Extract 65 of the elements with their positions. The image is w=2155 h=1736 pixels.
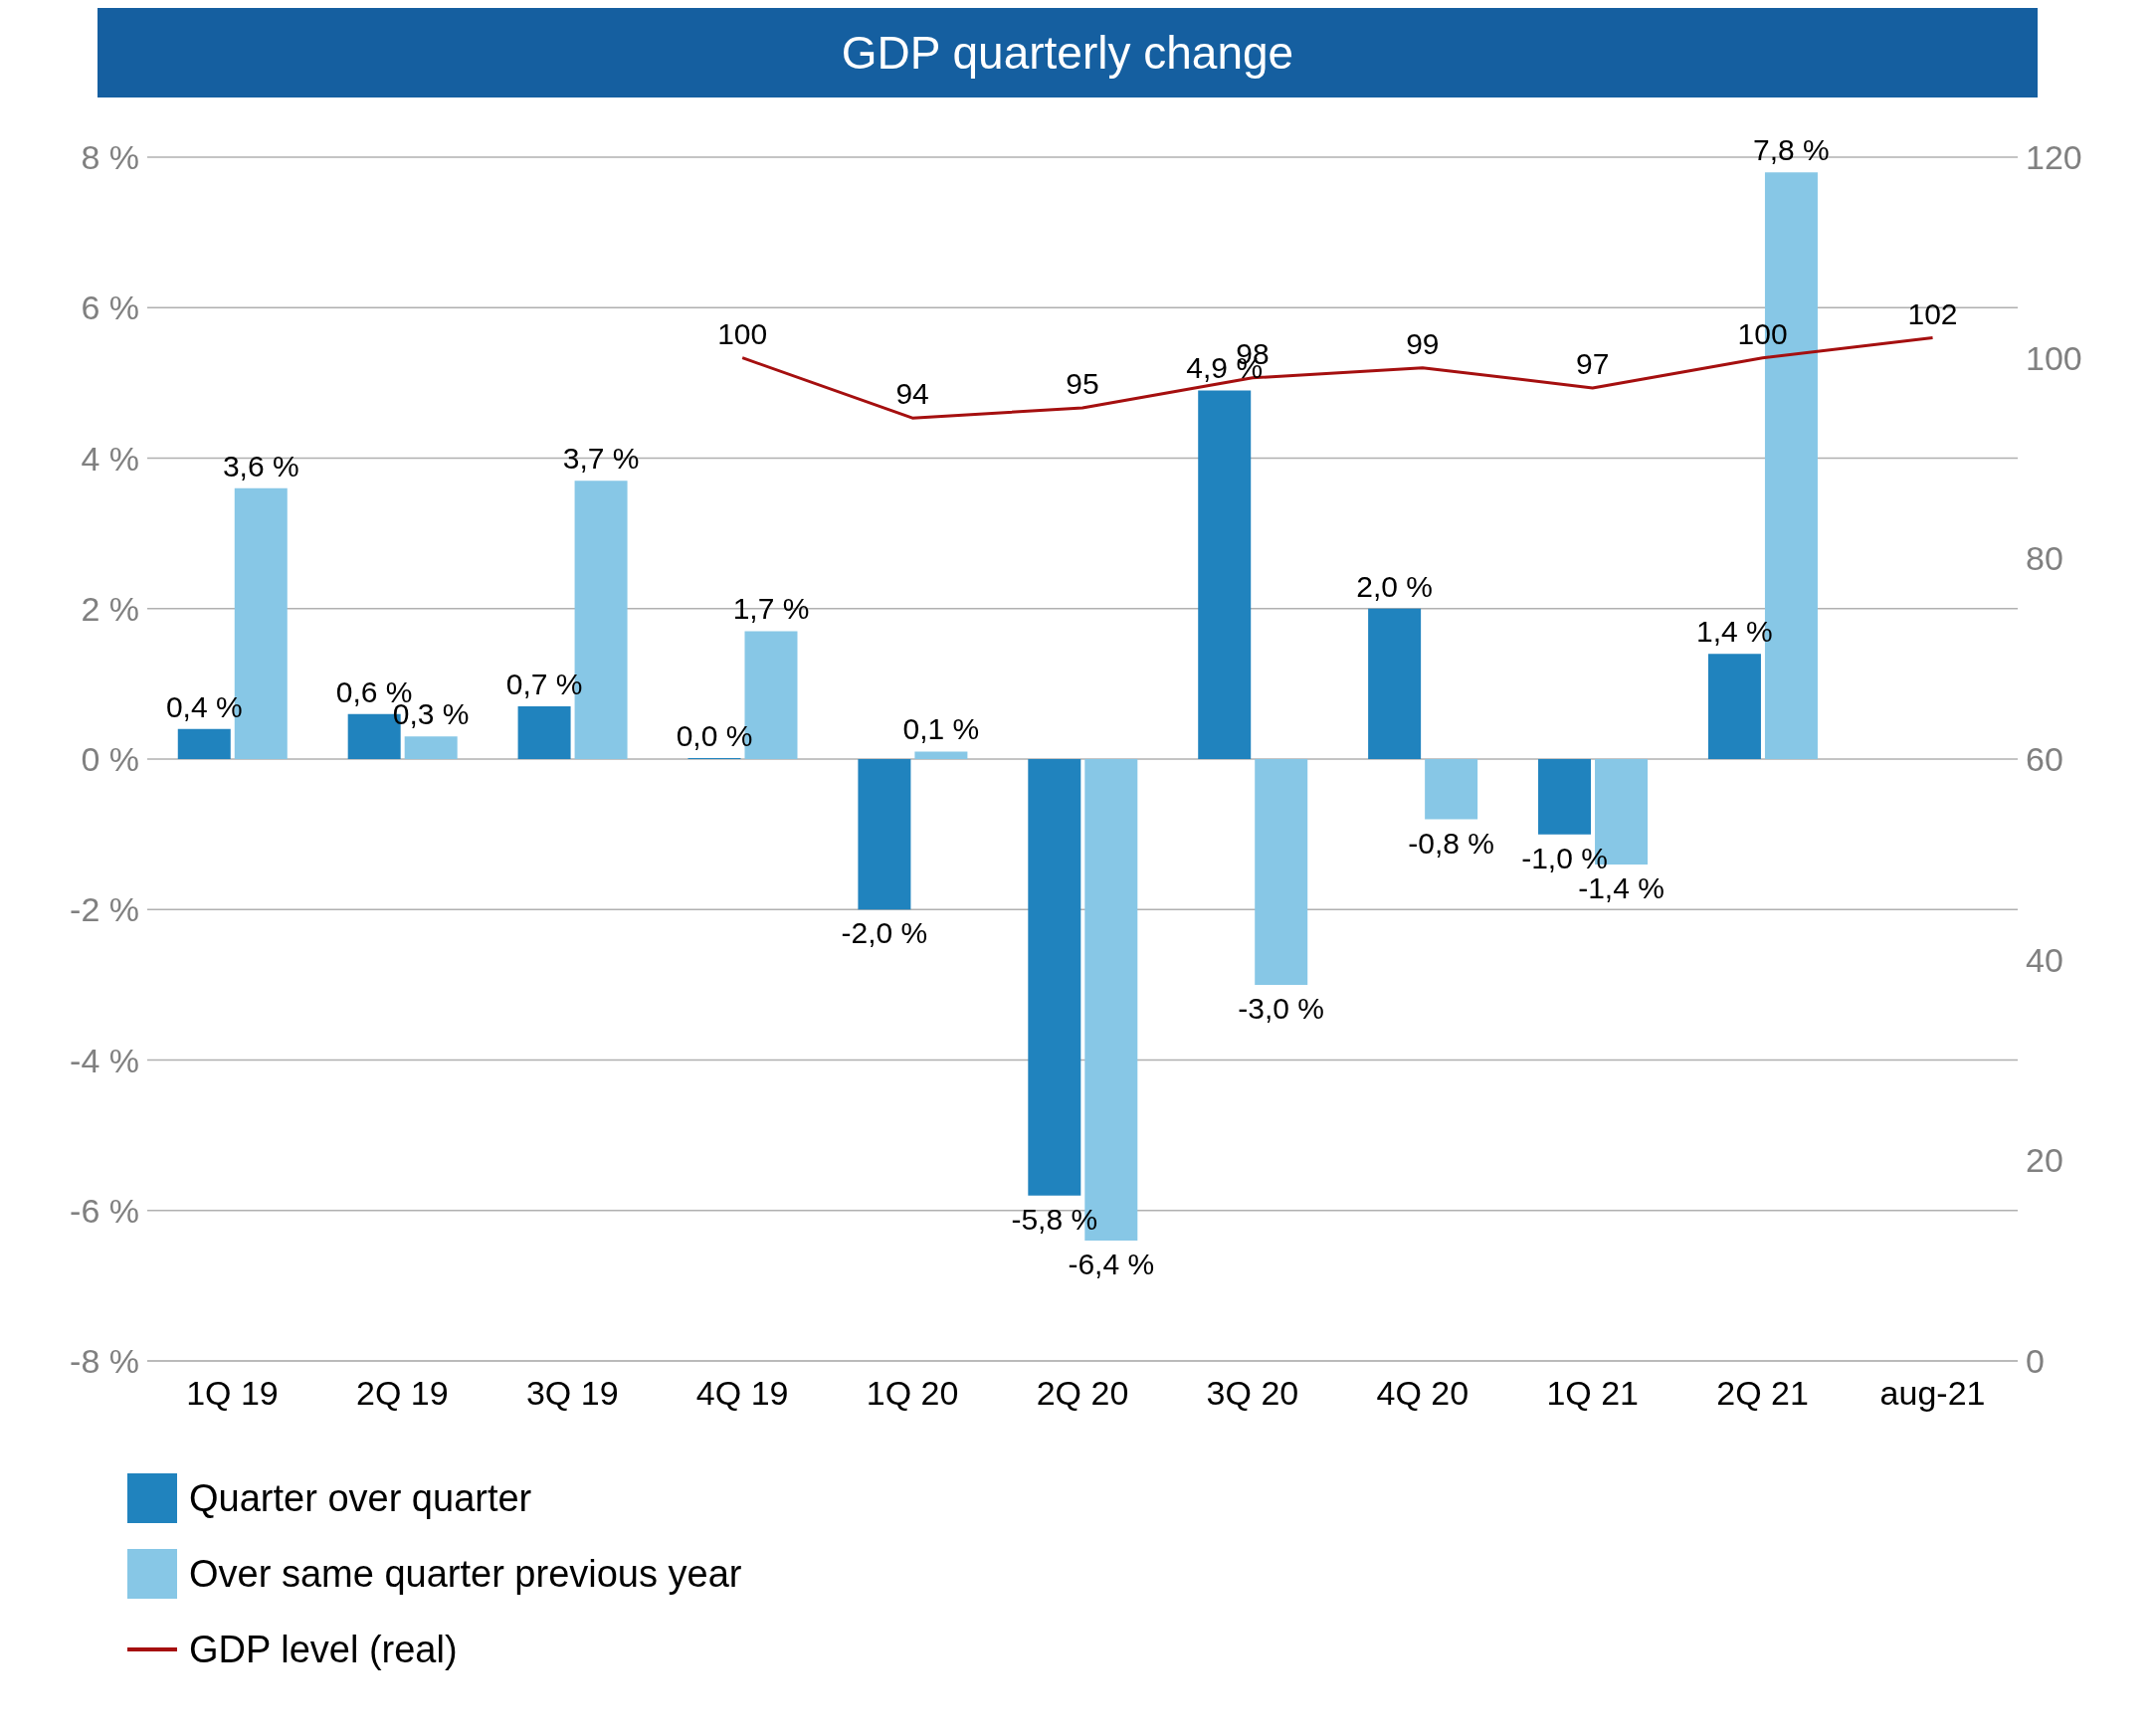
data-label: -0,8 % (1408, 826, 1494, 860)
bar (1538, 759, 1592, 835)
data-label: 3,6 % (222, 449, 299, 482)
bar (1028, 759, 1081, 1196)
chart-title: GDP quarterly change (98, 8, 2038, 97)
x-tick-label: 3Q 20 (1206, 1374, 1299, 1413)
data-label: 100 (1737, 316, 1788, 350)
y-tick-label: 8 % (81, 138, 139, 177)
data-label: -3,0 % (1238, 991, 1325, 1025)
data-label: 0,0 % (676, 719, 753, 752)
data-label: 1,7 % (732, 592, 810, 626)
data-label: 102 (1907, 296, 1958, 330)
data-label: -6,4 % (1068, 1248, 1155, 1280)
y-tick-label: -6 % (70, 1191, 139, 1230)
data-label: 0,7 % (505, 668, 583, 701)
y-tick-label: -2 % (70, 890, 139, 929)
bar (914, 751, 968, 759)
x-tick-label: 1Q 20 (866, 1374, 959, 1413)
bar (858, 759, 911, 910)
x-tick-label: 1Q 21 (1546, 1374, 1640, 1413)
x-tick-label: 3Q 19 (525, 1374, 619, 1413)
data-label: -5,8 % (1011, 1202, 1098, 1236)
y2-tick-label: 40 (2026, 940, 2063, 979)
x-tick-label: 1Q 19 (186, 1374, 279, 1413)
x-tick-label: 4Q 19 (695, 1374, 789, 1413)
y2-tick-label: 80 (2026, 539, 2063, 578)
bar (404, 736, 458, 759)
legend-label: GDP level (real) (189, 1628, 458, 1671)
data-label: 0,4 % (165, 689, 243, 723)
y2-tick-label: 60 (2026, 740, 2063, 779)
y-tick-label: 2 % (81, 589, 139, 628)
data-label: 97 (1576, 346, 1610, 380)
legend-label: Quarter over quarter (189, 1476, 532, 1520)
data-label: -2,0 % (841, 916, 928, 950)
bar (1707, 654, 1761, 759)
x-tick-label: 2Q 19 (356, 1374, 449, 1413)
legend-label: Over same quarter previous year (189, 1552, 742, 1596)
y2-tick-label: 20 (2026, 1141, 2063, 1180)
y-tick-label: 0 % (81, 740, 139, 779)
data-label: 2,0 % (1356, 569, 1433, 603)
data-label: 100 (717, 316, 768, 350)
x-tick-label: 4Q 20 (1376, 1374, 1469, 1413)
y2-tick-label: 0 (2026, 1342, 2045, 1381)
x-tick-label: 2Q 20 (1036, 1374, 1129, 1413)
data-label: 0,1 % (902, 712, 980, 746)
y-tick-label: 6 % (81, 289, 139, 327)
data-label: 1,4 % (1696, 615, 1773, 649)
data-label: 7,8 % (1753, 133, 1830, 167)
bar (1198, 390, 1252, 759)
data-label: 99 (1406, 326, 1440, 360)
data-label: 3,7 % (562, 442, 640, 476)
bar (1255, 759, 1308, 985)
bar (1368, 608, 1422, 759)
bar (1425, 759, 1478, 820)
y2-tick-label: 100 (2026, 338, 2082, 377)
y2-tick-label: 120 (2026, 138, 2082, 177)
x-tick-label: 2Q 21 (1716, 1374, 1809, 1413)
x-tick-label: aug-21 (1879, 1374, 1986, 1413)
y-tick-label: -4 % (70, 1041, 139, 1079)
bar (517, 706, 571, 759)
y-tick-label: -8 % (70, 1342, 139, 1381)
y-tick-label: 4 % (81, 439, 139, 478)
data-label: 94 (895, 377, 929, 411)
data-label: 95 (1066, 367, 1099, 401)
bar (177, 728, 231, 759)
